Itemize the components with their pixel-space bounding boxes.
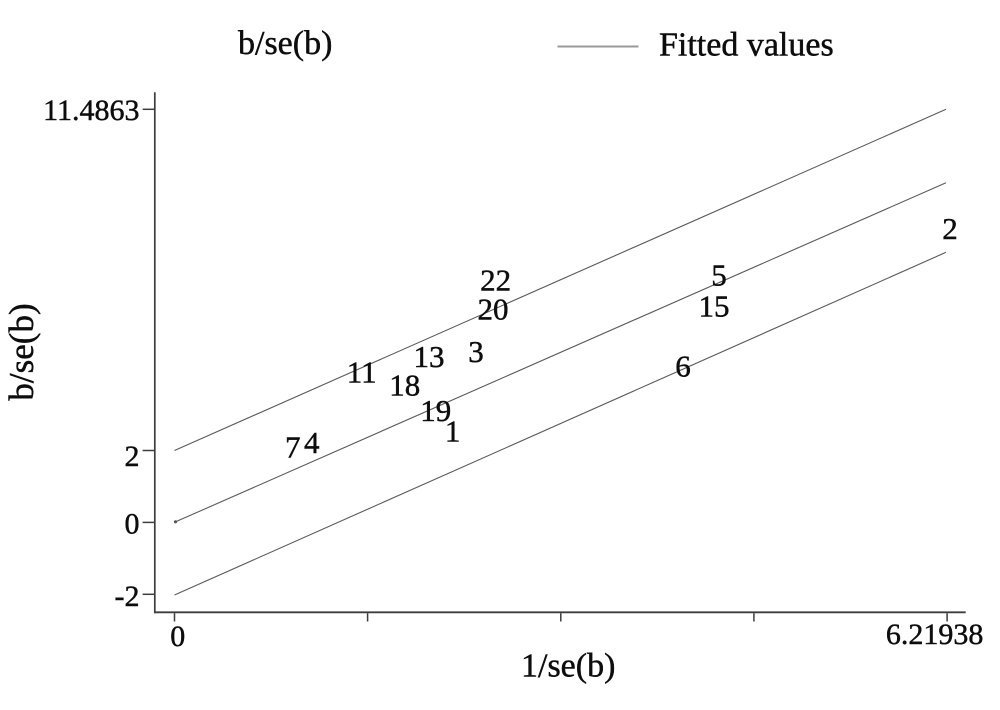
svg-text:b/se(b): b/se(b) [238, 25, 332, 62]
svg-text:b/se(b): b/se(b) [2, 303, 41, 400]
svg-text:2: 2 [942, 211, 958, 246]
svg-text:20: 20 [478, 291, 509, 326]
svg-text:0: 0 [125, 508, 140, 541]
svg-text:3: 3 [468, 334, 484, 369]
svg-text:1: 1 [445, 413, 461, 448]
svg-text:0: 0 [170, 620, 185, 653]
svg-text:2: 2 [125, 440, 140, 473]
svg-text:11: 11 [347, 354, 377, 389]
svg-text:6.21938: 6.21938 [886, 618, 984, 651]
svg-text:15: 15 [699, 288, 730, 323]
svg-text:Fitted values: Fitted values [659, 27, 834, 64]
svg-text:13: 13 [414, 339, 445, 374]
svg-text:5: 5 [711, 257, 727, 292]
svg-text:6: 6 [675, 348, 691, 383]
svg-text:11.4863: 11.4863 [43, 94, 139, 127]
svg-text:19: 19 [420, 393, 451, 428]
svg-text:1/se(b): 1/se(b) [521, 648, 615, 685]
svg-text:22: 22 [480, 262, 511, 297]
svg-text:7: 7 [285, 429, 301, 464]
svg-text:18: 18 [389, 368, 420, 403]
svg-text:-2: -2 [115, 580, 140, 613]
svg-text:4: 4 [304, 425, 320, 460]
